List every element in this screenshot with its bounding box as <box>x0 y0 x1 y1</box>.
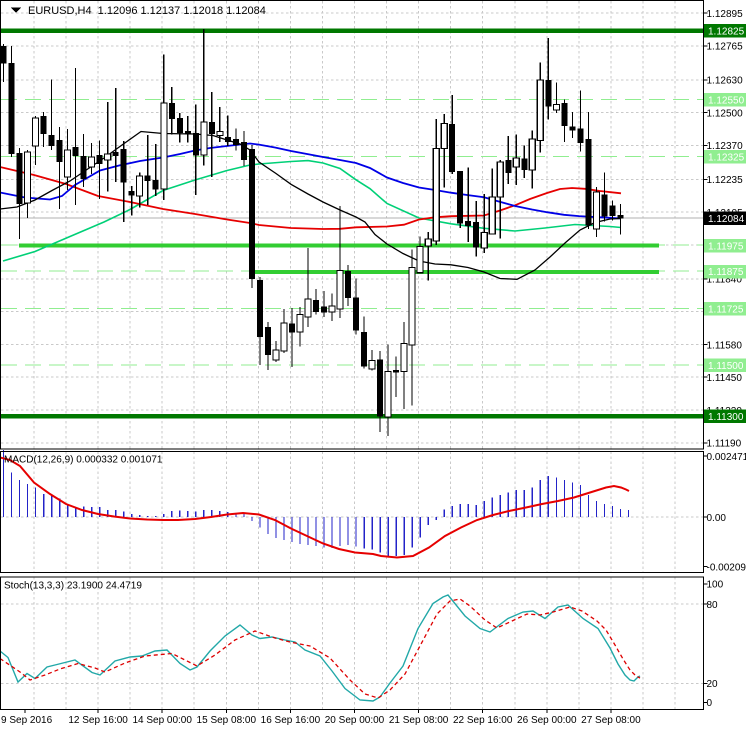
svg-text:1.11450: 1.11450 <box>707 373 743 384</box>
svg-text:0: 0 <box>707 698 713 709</box>
svg-text:16 Sep 16:00: 16 Sep 16:00 <box>261 715 321 726</box>
svg-text:21 Sep 08:00: 21 Sep 08:00 <box>389 715 449 726</box>
svg-text:-0.002094: -0.002094 <box>707 562 746 573</box>
svg-text:1.11725: 1.11725 <box>708 304 744 315</box>
svg-text:80: 80 <box>707 600 719 611</box>
svg-text:1.12370: 1.12370 <box>707 141 744 152</box>
svg-text:1.12550: 1.12550 <box>708 95 745 106</box>
svg-text:1.11190: 1.11190 <box>707 439 742 450</box>
svg-text:1.12500: 1.12500 <box>707 108 744 119</box>
svg-text:1.12895: 1.12895 <box>707 9 744 20</box>
svg-text:1.11840: 1.11840 <box>707 275 743 286</box>
svg-text:20: 20 <box>707 679 719 690</box>
svg-text:1.11975: 1.11975 <box>708 241 744 252</box>
svg-text:100: 100 <box>707 580 724 591</box>
svg-text:EURUSD,H4 1.12096 1.12137 1.1: EURUSD,H4 1.12096 1.12137 1.12018 1.1208… <box>28 5 266 17</box>
svg-text:1.11500: 1.11500 <box>708 361 744 372</box>
svg-text:1.12084: 1.12084 <box>708 214 745 225</box>
svg-text:MACD(12,26,9) 0.000332 0.00107: MACD(12,26,9) 0.000332 0.001071 <box>4 455 163 466</box>
svg-text:1.12235: 1.12235 <box>707 175 744 186</box>
svg-text:0.002471: 0.002471 <box>707 452 746 463</box>
svg-text:1.12765: 1.12765 <box>707 42 744 53</box>
svg-text:1.11875: 1.11875 <box>708 267 744 278</box>
svg-text:9 Sep 2016: 9 Sep 2016 <box>1 715 53 726</box>
svg-text:22 Sep 16:00: 22 Sep 16:00 <box>453 715 513 726</box>
svg-text:12 Sep 16:00: 12 Sep 16:00 <box>68 715 128 726</box>
svg-text:1.11580: 1.11580 <box>707 340 743 351</box>
svg-text:1.12630: 1.12630 <box>707 76 744 87</box>
svg-text:14 Sep 00:00: 14 Sep 00:00 <box>132 715 192 726</box>
svg-text:Stoch(13,3,3) 23.1900 24.4719: Stoch(13,3,3) 23.1900 24.4719 <box>4 581 142 592</box>
svg-text:20 Sep 00:00: 20 Sep 00:00 <box>325 715 385 726</box>
svg-text:1.11300: 1.11300 <box>708 412 744 423</box>
svg-text:15 Sep 08:00: 15 Sep 08:00 <box>197 715 257 726</box>
svg-text:1.12825: 1.12825 <box>708 26 745 37</box>
svg-text:1.12325: 1.12325 <box>708 152 745 163</box>
svg-text:26 Sep 00:00: 26 Sep 00:00 <box>517 715 577 726</box>
svg-text:0.00: 0.00 <box>707 513 727 524</box>
svg-text:27 Sep 08:00: 27 Sep 08:00 <box>581 715 641 726</box>
